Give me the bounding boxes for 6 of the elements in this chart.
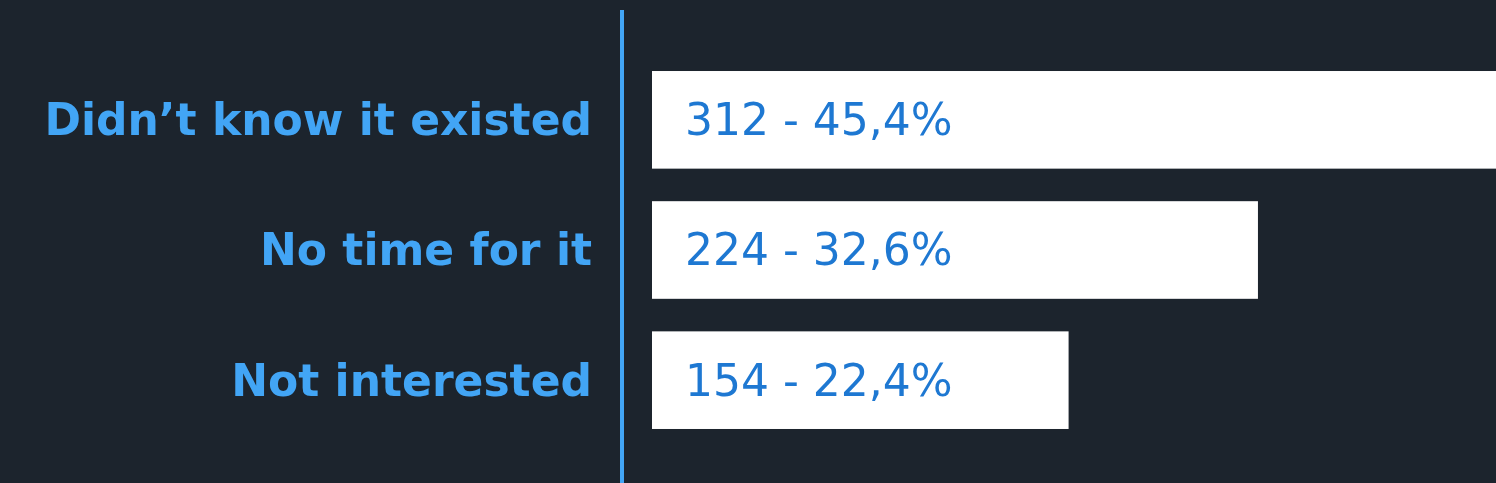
y-tick-label: Didn’t know it existed	[44, 94, 592, 146]
data-label: 312 - 45,4%	[685, 94, 953, 146]
y-tick-label: No time for it	[260, 224, 592, 276]
data-label: 224 - 32,6%	[685, 224, 953, 276]
data-label: 154 - 22,4%	[685, 354, 953, 406]
y-tick-label: Not interested	[231, 354, 592, 406]
